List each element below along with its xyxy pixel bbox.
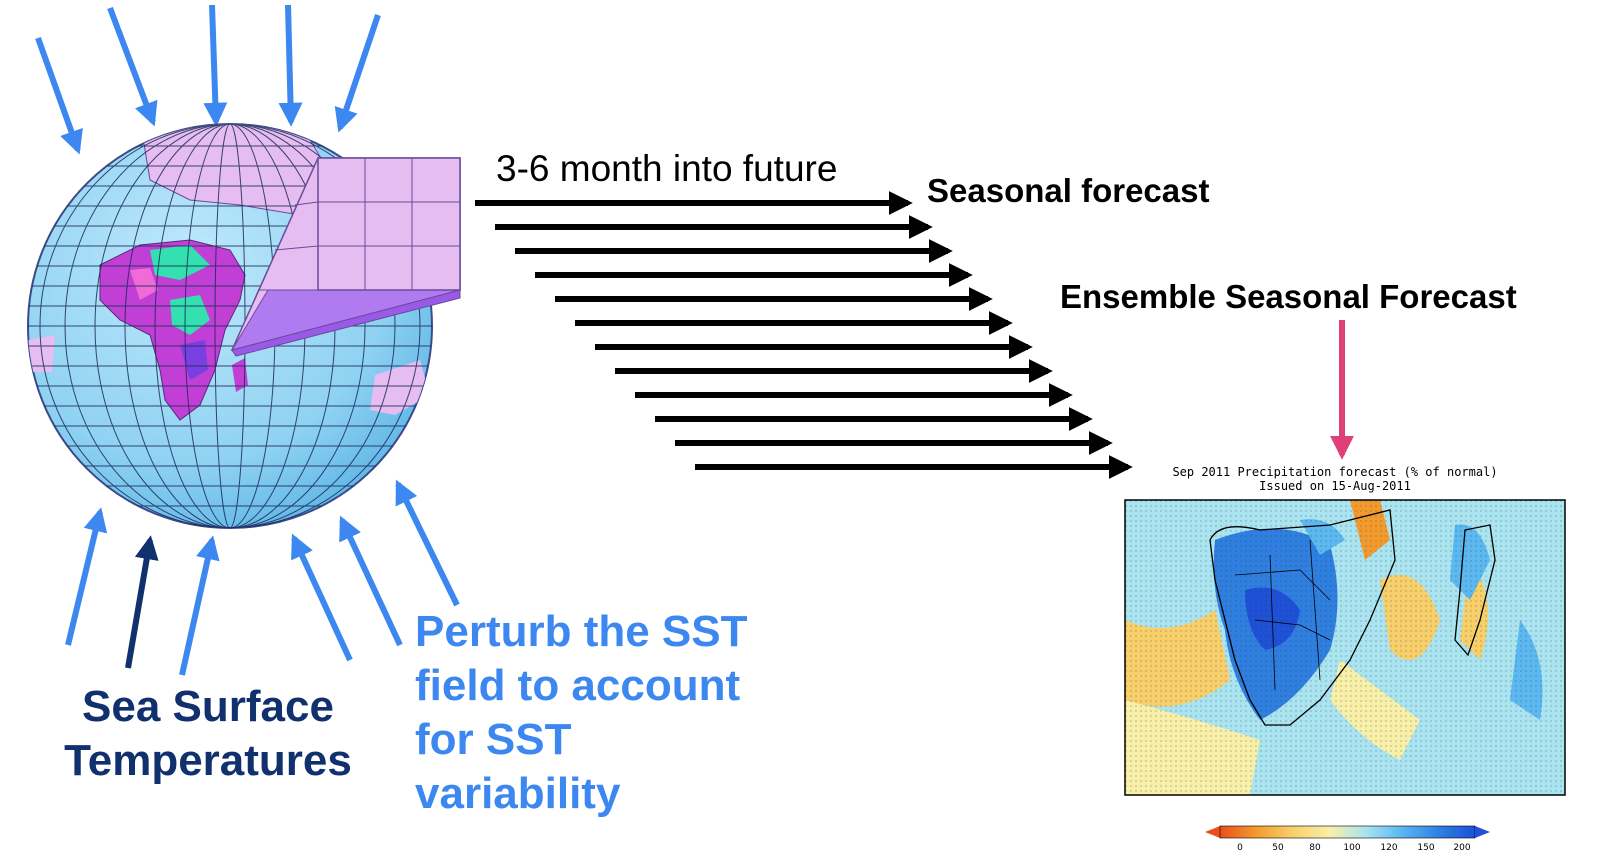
sst-arrow	[125, 535, 159, 669]
sst-label: Sea Surface Temperatures	[28, 680, 388, 788]
sun-arrow	[334, 14, 381, 133]
colorbar-tick-0: 0	[1237, 843, 1243, 853]
forecast-arrows	[475, 191, 1133, 479]
colorbar-tick-100: 100	[1343, 843, 1360, 853]
sst-arrow	[339, 515, 403, 647]
map-title-line: Sep 2011 Precipitation forecast (% of no…	[1172, 465, 1498, 479]
sst-arrow	[179, 535, 220, 676]
sst-label-line: Temperatures	[64, 736, 352, 785]
colorbar-tick-200: 200	[1453, 843, 1470, 853]
sst-arrow	[395, 479, 460, 607]
perturb-label-line: field to account	[415, 661, 741, 710]
colorbar: 0 50 80 100 120 150 200	[1205, 825, 1490, 853]
colorbar-tick-120: 120	[1380, 843, 1397, 853]
perturb-label: Perturb the SST field to account for SST…	[415, 605, 795, 821]
sst-arrows-bottom	[65, 479, 460, 676]
sst-arrow	[65, 507, 108, 646]
sun-arrow	[35, 36, 83, 155]
perturb-label-line: variability	[415, 769, 621, 818]
grid-box-icon	[230, 157, 461, 357]
perturb-label-line: for SST	[415, 715, 572, 764]
colorbar-tick-80: 80	[1309, 843, 1321, 853]
sun-arrow	[203, 4, 228, 127]
sun-arrow	[107, 6, 158, 127]
map-subtitle-line: Issued on 15-Aug-2011	[1259, 479, 1411, 493]
map-title: Sep 2011 Precipitation forecast (% of no…	[1125, 465, 1545, 493]
precipitation-map	[1124, 499, 1566, 796]
seasonal-forecast-label: Seasonal forecast	[927, 172, 1210, 209]
colorbar-tick-50: 50	[1272, 843, 1284, 853]
sun-arrow	[278, 4, 303, 127]
incoming-arrows-top	[35, 4, 381, 155]
future-label: 3-6 month into future	[496, 148, 838, 189]
colorbar-tick-150: 150	[1417, 843, 1434, 853]
sst-arrow	[291, 533, 353, 662]
ensemble-forecast-label: Ensemble Seasonal Forecast	[1060, 278, 1517, 315]
sst-label-line: Sea Surface	[82, 682, 334, 731]
perturb-label-line: Perturb the SST	[415, 607, 748, 656]
